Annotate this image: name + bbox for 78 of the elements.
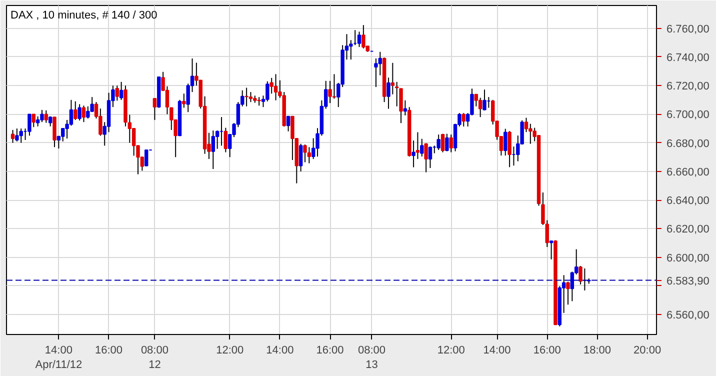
candlestick [152,98,157,120]
y-tick-label: 6.660,00 [666,166,710,178]
candlestick [428,146,432,168]
x-tick-label: 16:00 [95,344,123,356]
candlestick [286,116,290,132]
candlestick [211,130,216,170]
candlestick [416,132,420,160]
candlestick [390,62,395,95]
x-tick-label: 16:00 [533,344,561,356]
candlestick [566,281,570,306]
candlestick [332,74,336,100]
candlestick [436,134,440,150]
x-tick-label: 14:00 [483,344,511,356]
candlestick [44,110,48,124]
candlestick [144,149,148,167]
candlestick [119,81,124,100]
candlestick [307,146,312,164]
candlestick [311,138,316,160]
y-tick-label: 6.560,00 [666,309,710,322]
candlestick [52,116,56,148]
candlestick [298,143,303,172]
y-tick-label: 6.640,00 [666,195,710,208]
x-tick-label: 08:00 13 [358,344,386,371]
candlestick [440,133,445,153]
candlestick [82,105,86,123]
candlestick [28,114,32,136]
candlestick [528,123,532,144]
candlestick [478,97,482,118]
candlestick [86,106,90,120]
candlestick [10,129,15,144]
x-tick-label: 14:00 [266,344,294,356]
candlestick [32,114,36,128]
candlestick [36,116,40,127]
y-tick-label: 6.620,00 [666,224,710,236]
candlestick [424,142,428,173]
x-tick-label: 20:00 [634,344,662,356]
candlestick [508,130,512,168]
candlestick [378,51,382,76]
x-tick-label: 08:00 12 [140,344,168,371]
candlestick [274,74,278,101]
candlestick [248,92,253,103]
candlestick [303,144,307,163]
candlestick [266,80,270,102]
y-tick-label: 6.760,00 [666,23,710,36]
candlestick [420,138,424,158]
candlestick [462,112,466,128]
candlestick [19,128,23,144]
candlestick [504,128,508,156]
candlestick [445,133,449,152]
x-tick-label: 16:00 [316,344,344,356]
candlestick [244,87,248,107]
chart-title: DAX , 10 minutes, # 140 / 300 [10,10,158,22]
candlestick [449,134,453,153]
candlestick [362,24,366,49]
candlestick [78,104,82,122]
ref-line-label: 6.583,90 [666,275,710,288]
candlestick [40,109,44,123]
candlestick [69,99,74,126]
candlestick [549,240,554,260]
candlestick [215,130,220,150]
candlestick [403,100,408,116]
candlestick [74,100,78,120]
candlestick [182,93,186,108]
y-tick-label: 6.740,00 [666,52,710,64]
y-tick-label: 6.680,00 [666,138,710,150]
y-tick-label: 6.700,00 [666,109,710,122]
y-tick-label: 6.720,00 [666,80,710,93]
x-tick-label: 18:00 [583,344,611,356]
x-tick-label: 14:00 Apr/11/12 [35,344,82,371]
y-tick-label: 6.600,00 [666,252,710,264]
candlestick [357,31,362,48]
candlestick [115,85,119,102]
candlestick [15,128,19,142]
candlestick [524,117,528,133]
candlestick [224,127,228,153]
candlestick [474,94,478,107]
x-tick-label: 12:00 [437,344,465,356]
x-tick-label: 12:00 [216,344,244,356]
